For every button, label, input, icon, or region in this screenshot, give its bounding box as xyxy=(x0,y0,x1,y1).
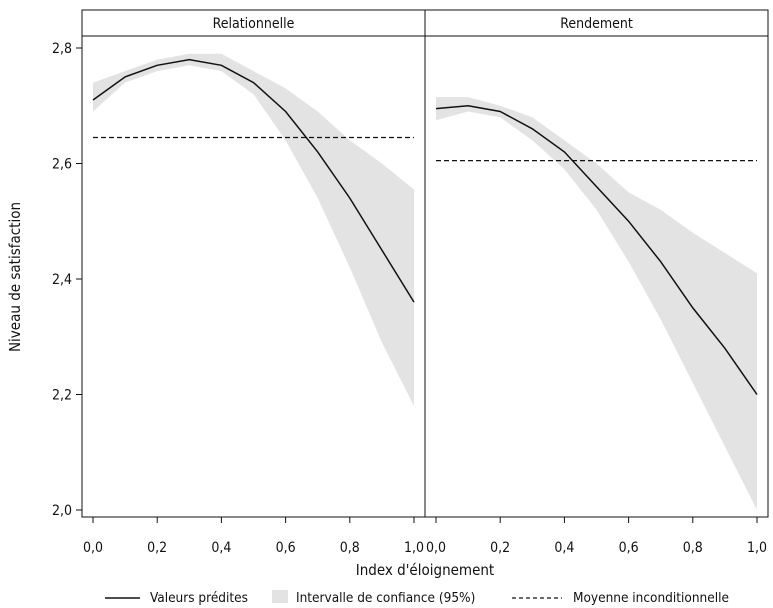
x-tick-label: 0,0 xyxy=(83,540,103,556)
legend-label-ci: Intervalle de confiance (95%) xyxy=(296,590,475,606)
strip-box xyxy=(424,9,769,37)
panel-1: Rendement 0,0 0,2 0,4 0,6 0,8 1,0 xyxy=(424,9,769,556)
y-tick-label: 2,6 xyxy=(52,157,72,173)
x-tick-label: 0,6 xyxy=(276,540,296,556)
x-tick-label: 0,2 xyxy=(147,540,167,556)
x-axis-title: Index d'éloignement xyxy=(356,561,494,579)
panel-border xyxy=(424,35,769,518)
x-tick-label: 0,8 xyxy=(340,540,360,556)
y-tick-label: 2,2 xyxy=(52,388,72,404)
x-tick-label: 0,6 xyxy=(619,540,639,556)
x-tick-label: 0,4 xyxy=(554,540,574,556)
predicted-line xyxy=(92,58,415,303)
x-tick-label: 0,8 xyxy=(683,540,703,556)
legend-label-predicted: Valeurs prédites xyxy=(150,590,248,606)
panel-0: Relationnelle 0,0 0,2 0,4 0,6 0,8 1,0 xyxy=(81,9,426,556)
strip-label: Relationnelle xyxy=(213,16,295,32)
x-tick-label: 1,0 xyxy=(747,540,767,556)
y-tick-label: 2,4 xyxy=(52,272,72,288)
x-tick-label: 1,0 xyxy=(404,540,424,556)
x-tick-label: 0,4 xyxy=(211,540,231,556)
x-tick-label: 0,2 xyxy=(490,540,510,556)
legend-swatch-ci xyxy=(272,590,288,603)
confidence-band xyxy=(93,53,414,407)
y-tick-label: 2,0 xyxy=(52,503,72,519)
confidence-band xyxy=(436,97,757,510)
predicted-line xyxy=(435,104,758,395)
x-tick-label: 0,0 xyxy=(426,540,446,556)
y-axis-title: Niveau de satisfaction xyxy=(6,202,24,352)
strip-label: Rendement xyxy=(560,16,633,32)
legend-label-mean: Moyenne inconditionnelle xyxy=(573,590,729,606)
y-tick-label: 2,8 xyxy=(52,41,72,57)
